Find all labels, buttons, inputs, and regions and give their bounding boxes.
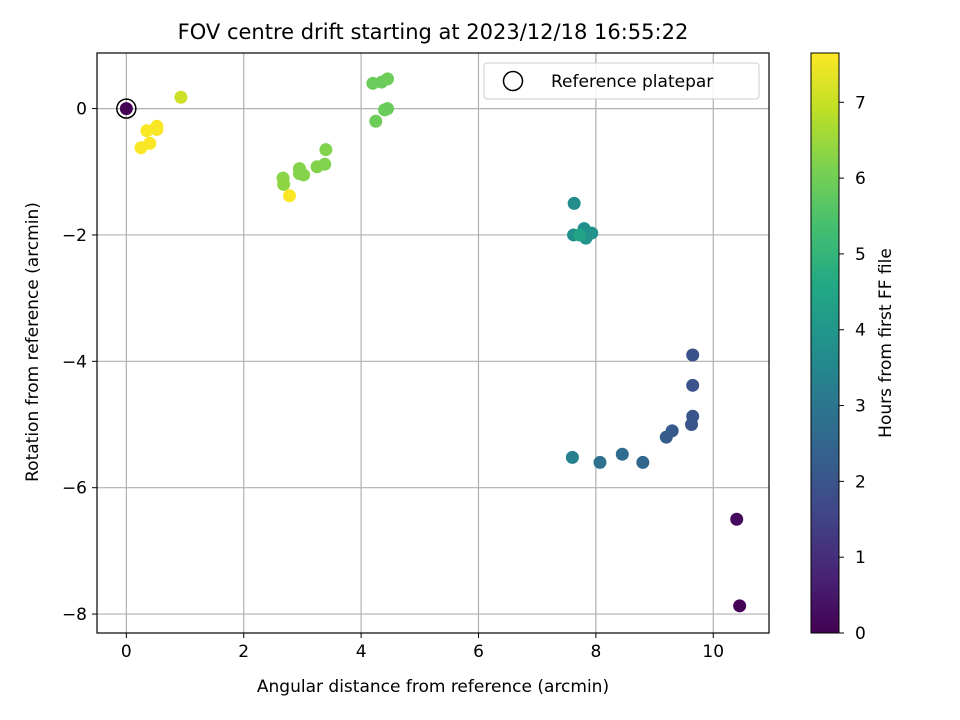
- data-point: [686, 348, 700, 362]
- data-point: [659, 430, 673, 444]
- x-tick-label: 8: [590, 642, 601, 662]
- colorbar-tick-label: 4: [855, 321, 866, 341]
- y-tick-label: −4: [62, 352, 87, 372]
- data-point: [310, 160, 324, 174]
- colorbar-tick-label: 7: [855, 93, 866, 113]
- y-tick-label: −2: [62, 226, 87, 246]
- data-point: [119, 102, 133, 116]
- data-point: [277, 177, 291, 191]
- y-tick-label: 0: [76, 100, 87, 120]
- reference-platepar-marker: [116, 98, 137, 119]
- colorbar-tick-label: 6: [855, 169, 866, 189]
- legend-label-reference: Reference platepar: [551, 72, 713, 92]
- data-points: [116, 72, 747, 613]
- colorbar: [810, 52, 840, 634]
- data-point: [567, 196, 581, 210]
- data-point: [572, 228, 586, 242]
- y-tick-label: −6: [62, 479, 87, 499]
- plot-frame: [96, 52, 770, 634]
- data-point: [140, 124, 154, 138]
- chart-title: FOV centre drift starting at 2023/12/18 …: [178, 20, 689, 44]
- colorbar-tick-label: 3: [855, 397, 866, 417]
- legend-marker-reference: [502, 70, 524, 92]
- data-point: [636, 455, 650, 469]
- grid: [97, 53, 769, 633]
- data-point: [174, 90, 188, 104]
- legend: Reference platepar: [483, 62, 760, 100]
- x-tick-label: 6: [473, 642, 484, 662]
- colorbar-tick-label: 5: [855, 245, 866, 265]
- data-point: [150, 122, 164, 136]
- data-point: [134, 141, 148, 155]
- colorbar-label: Hours from first FF file: [876, 248, 896, 438]
- data-point: [685, 418, 699, 432]
- data-point: [585, 226, 599, 240]
- data-point: [297, 168, 311, 182]
- data-point: [615, 447, 629, 461]
- data-point: [381, 72, 395, 86]
- y-tick-label: −8: [62, 605, 87, 625]
- data-point: [686, 378, 700, 392]
- data-point: [733, 599, 747, 613]
- data-point: [381, 102, 395, 116]
- x-tick-label: 4: [356, 642, 367, 662]
- data-point: [369, 114, 383, 128]
- colorbar-tick-label: 1: [855, 548, 866, 568]
- y-axis-label: Rotation from reference (arcmin): [23, 202, 43, 482]
- legend-box: [483, 62, 760, 100]
- data-point: [283, 189, 297, 203]
- x-axis-label: Angular distance from reference (arcmin): [257, 677, 609, 697]
- data-point: [593, 455, 607, 469]
- data-point: [565, 450, 579, 464]
- colorbar-ticks: 0 1 2 3 4 5 6 7: [839, 93, 866, 644]
- colorbar-tick-label: 2: [855, 472, 866, 492]
- x-tick-label: 2: [238, 642, 249, 662]
- data-point: [319, 143, 333, 157]
- axes: 0 2 4 6 8 10 0 −2 −4 −6 −8: [62, 52, 770, 662]
- data-point: [730, 512, 744, 526]
- x-tick-label: 10: [702, 642, 724, 662]
- colorbar-tick-label: 0: [855, 624, 866, 644]
- x-tick-label: 0: [121, 642, 132, 662]
